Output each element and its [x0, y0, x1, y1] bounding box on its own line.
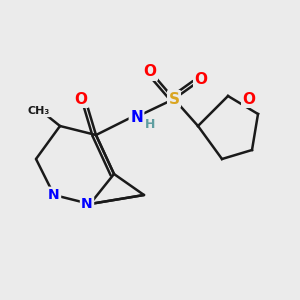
Text: N: N — [81, 197, 93, 211]
Text: H: H — [145, 118, 155, 131]
Text: CH₃: CH₃ — [28, 106, 50, 116]
Text: N: N — [130, 110, 143, 124]
Text: S: S — [169, 92, 179, 106]
Text: O: O — [194, 72, 208, 87]
Text: O: O — [242, 92, 256, 106]
Text: O: O — [143, 64, 157, 80]
Text: N: N — [48, 188, 60, 202]
Text: O: O — [74, 92, 88, 106]
